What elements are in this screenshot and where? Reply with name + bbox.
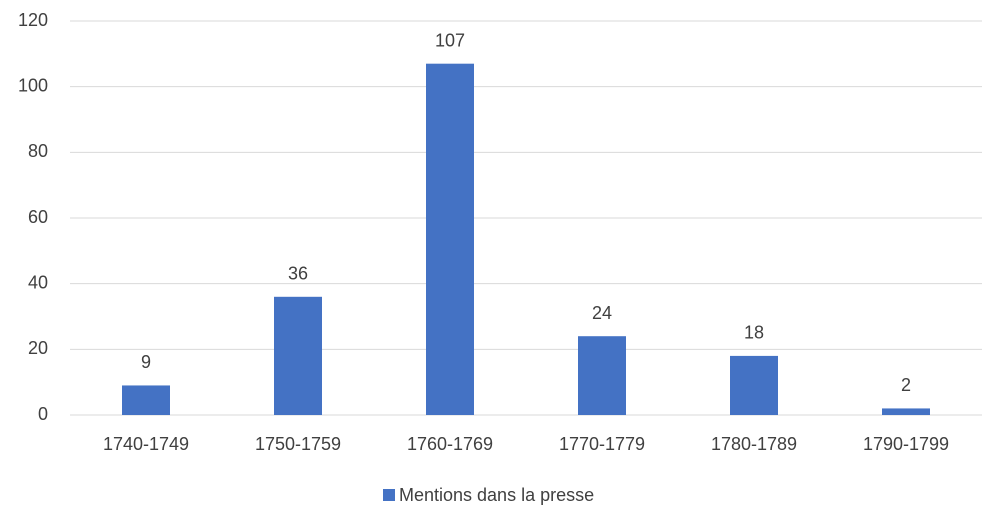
- bar: [274, 296, 322, 415]
- data-label: 36: [288, 264, 308, 284]
- data-label: 107: [435, 30, 465, 50]
- bar: [882, 408, 930, 415]
- bar: [426, 63, 474, 415]
- y-tick-label: 20: [28, 338, 48, 358]
- y-tick-label: 0: [38, 404, 48, 424]
- data-label: 24: [592, 303, 612, 323]
- x-tick-label: 1770-1779: [559, 434, 645, 454]
- bar: [730, 355, 778, 415]
- y-tick-label: 120: [18, 10, 48, 30]
- data-label: 9: [141, 352, 151, 372]
- y-tick-label: 100: [18, 75, 48, 95]
- bar: [578, 336, 626, 415]
- y-tick-label: 60: [28, 207, 48, 227]
- x-tick-label: 1750-1759: [255, 434, 341, 454]
- x-tick-label: 1760-1769: [407, 434, 493, 454]
- y-tick-label: 40: [28, 272, 48, 292]
- x-tick-label: 1740-1749: [103, 434, 189, 454]
- x-tick-label: 1780-1789: [711, 434, 797, 454]
- data-label: 18: [744, 323, 764, 343]
- legend-swatch: [383, 489, 395, 501]
- data-label: 2: [901, 375, 911, 395]
- legend-label: Mentions dans la presse: [399, 485, 594, 505]
- bar: [122, 385, 170, 415]
- y-tick-label: 80: [28, 141, 48, 161]
- x-tick-label: 1790-1799: [863, 434, 949, 454]
